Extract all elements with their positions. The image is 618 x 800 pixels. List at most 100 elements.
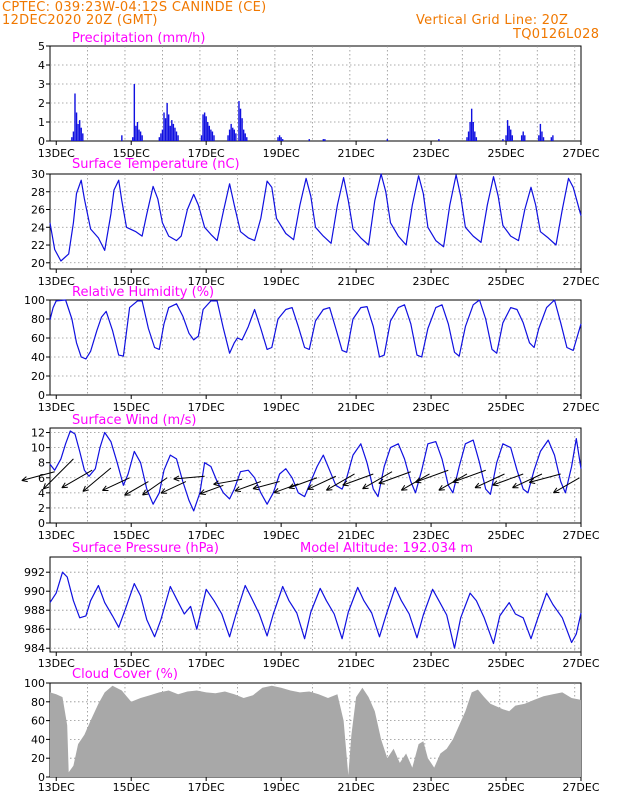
y-tick-label: 20 (31, 752, 45, 765)
header-run-code: TQ0126L028 (513, 27, 600, 42)
x-tick-label: 23DEC (413, 401, 450, 414)
x-tick-label: 21DEC (338, 401, 375, 414)
wind-arrow (234, 481, 262, 493)
precip-bar (522, 131, 524, 141)
y-tick-label: 3 (38, 78, 45, 91)
precip-bar (158, 137, 161, 141)
x-tick-label: 27DEC (562, 275, 599, 288)
x-tick-label: 23DEC (413, 781, 450, 794)
wind-arrow-head (160, 488, 166, 494)
precip-bar (75, 112, 78, 141)
wind-arrow-shaft (160, 481, 187, 494)
wind-line (49, 430, 582, 512)
precip-bar (141, 135, 143, 141)
wind-arrow (61, 469, 93, 489)
wind-arrow-head (342, 484, 349, 487)
wind-arrow (415, 469, 449, 484)
precip-bar (230, 123, 232, 141)
wind-arrow-shaft (142, 477, 168, 496)
cloud-cover-title: Cloud Cover (%) (72, 667, 178, 682)
x-tick-label: 17DEC (188, 657, 225, 670)
precip-bar (324, 139, 326, 141)
x-tick-label: 21DEC (338, 781, 375, 794)
precip-bar (241, 118, 243, 141)
x-tick-label: 21DEC (338, 275, 375, 288)
x-tick-label: 17DEC (188, 529, 225, 542)
wind-arrow-head (234, 486, 240, 492)
y-tick-label: 20 (31, 370, 45, 383)
precip-bar (542, 137, 545, 141)
precip-bar (167, 114, 170, 141)
x-tick-label: 27DEC (562, 401, 599, 414)
precip-bar (161, 129, 164, 141)
y-tick-label: 4 (38, 59, 45, 72)
x-tick-label: 15DEC (113, 529, 150, 542)
x-tick-label: 21DEC (338, 657, 375, 670)
precip-bar (205, 116, 207, 141)
x-tick-label: 27DEC (562, 657, 599, 670)
wind-arrow-shaft (342, 473, 374, 486)
wind-arrow (102, 477, 130, 492)
precip-bar (505, 135, 507, 141)
precip-bar (438, 139, 440, 141)
wind-arrow-head (492, 480, 498, 486)
precip-bar (202, 114, 204, 141)
wind-arrow-head (199, 489, 205, 495)
y-tick-label: 22 (31, 239, 45, 252)
wind-arrow-head (43, 486, 50, 490)
y-tick-label: 5 (38, 40, 45, 53)
precip-bar (520, 135, 523, 141)
wind-arrow-shaft (82, 467, 112, 492)
precip-bar (136, 122, 139, 141)
precip-bar (74, 93, 76, 141)
wind-arrow-shaft (492, 473, 524, 486)
wind-arrow-head (400, 484, 406, 491)
precip-bar (121, 135, 123, 141)
precip-bar (541, 131, 543, 141)
wind-arrow-shaft (252, 481, 280, 490)
x-tick-label: 23DEC (413, 529, 450, 542)
precip-bar (511, 135, 513, 141)
x-tick-label: 17DEC (188, 781, 225, 794)
wind-arrow-shaft (102, 477, 130, 491)
pressure-line (49, 571, 582, 649)
x-tick-label: 25DEC (487, 781, 524, 794)
y-tick-label: 0 (38, 771, 45, 784)
wind-arrow (142, 477, 168, 496)
precip-bar (175, 131, 178, 141)
wind-arrow (252, 481, 280, 491)
header-location: CPTEC: 039:23W-04:12S CANINDE (CE) (2, 0, 267, 15)
precip-bar (538, 135, 540, 141)
precip-bar (278, 135, 281, 141)
wind-arrow-head (452, 477, 458, 483)
x-tick-label: 17DEC (188, 401, 225, 414)
wind-arrow (213, 478, 243, 487)
wind-arrow-head (42, 483, 46, 490)
wind-arrow-head (415, 481, 422, 484)
x-tick-label: 25DEC (487, 529, 524, 542)
x-tick-label: 15DEC (113, 781, 150, 794)
wind-arrow (273, 483, 299, 494)
x-tick-label: 27DEC (562, 147, 599, 160)
x-tick-label: 19DEC (263, 275, 300, 288)
precip-bar (472, 122, 474, 141)
precip-bar (208, 125, 211, 141)
wind-arrow (21, 471, 55, 483)
wind-arrow (474, 473, 505, 489)
precip-bar (386, 139, 389, 141)
y-tick-label: 40 (31, 351, 45, 364)
precip-bar (510, 129, 512, 141)
x-tick-label: 25DEC (487, 275, 524, 288)
x-tick-label: 13DEC (38, 275, 75, 288)
x-tick-label: 19DEC (263, 657, 300, 670)
wind-arrow-shaft (234, 481, 262, 492)
y-tick-label: 100 (24, 677, 45, 690)
wind-arrow-head (173, 475, 180, 480)
x-tick-label: 13DEC (38, 781, 75, 794)
wind-arrow-head (378, 478, 384, 484)
wind-arrow-head (378, 482, 385, 485)
y-tick-label: 60 (31, 332, 45, 345)
precip-bar (166, 103, 168, 141)
x-tick-label: 15DEC (113, 657, 150, 670)
